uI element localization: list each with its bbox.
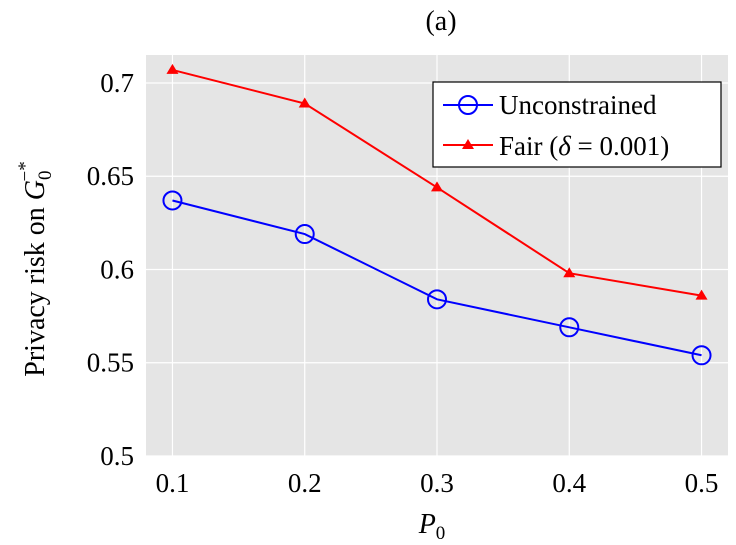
y-tick-label: 0.5	[100, 441, 134, 471]
x-tick-label: 0.1	[156, 468, 190, 498]
y-tick-label: 0.65	[87, 161, 134, 191]
series-layer	[162, 63, 712, 366]
data-point-fair	[431, 181, 443, 192]
legend: Unconstrained Fair (δ = 0.001)	[432, 81, 722, 168]
x-axis-label: P0	[418, 509, 446, 544]
y-axis-label: Privacy risk on G0−*	[15, 161, 56, 376]
data-point-unconstrained	[559, 317, 580, 338]
x-tick-label: 0.3	[420, 468, 454, 498]
x-tick-label: 0.2	[288, 468, 322, 498]
legend-marker-unconstrained	[458, 95, 478, 115]
data-point-fair	[298, 97, 311, 108]
x-axis-ticks: 0.1 0.2 0.3 0.4 0.5	[156, 468, 719, 498]
y-tick-label: 0.55	[87, 348, 134, 378]
x-tick-label: 0.4	[552, 468, 586, 498]
chart-title: (a)	[425, 6, 456, 37]
legend-marker-fair	[462, 139, 474, 149]
legend-label-unconstrained: Unconstrained	[499, 90, 657, 120]
y-tick-label: 0.7	[100, 68, 134, 98]
x-tick-label: 0.5	[685, 468, 719, 498]
series-line-unconstrained	[172, 199, 702, 357]
data-point-fair	[563, 267, 576, 278]
data-point-unconstrained	[162, 190, 183, 211]
data-point-fair	[695, 289, 708, 300]
data-point-fair	[166, 63, 179, 74]
legend-label-fair: Fair (δ = 0.001)	[499, 131, 669, 161]
data-point-unconstrained	[427, 289, 447, 310]
y-axis-ticks: 0.5 0.55 0.6 0.65 0.7	[87, 68, 134, 471]
data-point-unconstrained	[691, 345, 712, 366]
data-point-unconstrained	[294, 224, 315, 245]
legend-box	[432, 81, 722, 168]
y-tick-label: 0.6	[100, 254, 134, 284]
